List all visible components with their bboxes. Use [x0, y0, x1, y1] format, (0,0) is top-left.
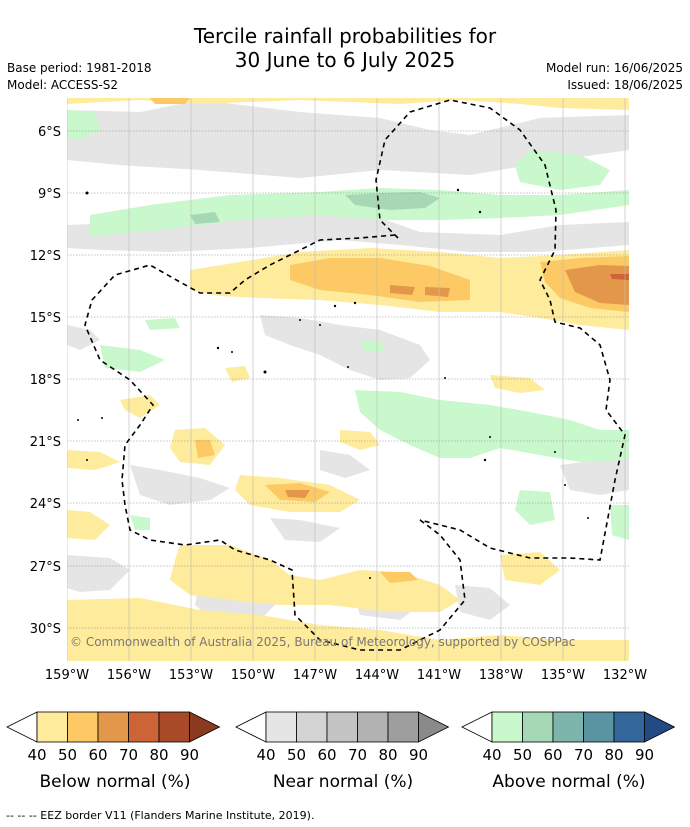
lat-label: 18°S: [30, 373, 61, 388]
legend-tick-label: 80: [378, 746, 397, 764]
legend-swatch: [326, 711, 358, 743]
legend-tick-label: 60: [543, 746, 562, 764]
lon-label: 144°W: [355, 668, 399, 683]
legend-bars: 40 50 60 70 80 90 40 50 60 70 80 90 40 50 60 70 80 90: [6, 711, 676, 764]
legend-tick-label: 80: [604, 746, 623, 764]
legend-tick-label: 70: [348, 746, 367, 764]
issued-date: Issued: 18/06/2025: [567, 78, 683, 92]
lat-label: 15°S: [30, 311, 61, 326]
lon-label: 141°W: [417, 668, 461, 683]
legend-upper-extend: [644, 711, 676, 743]
copyright-notice: © Commonwealth of Australia 2025, Bureau…: [70, 635, 575, 649]
lon-label: 135°W: [541, 668, 585, 683]
legend-upper-extend: [418, 711, 450, 743]
legend-swatch: [491, 711, 523, 743]
legend-lower-extend: [6, 711, 38, 743]
legend-tick-label: 90: [635, 746, 654, 764]
chart-title-line1: Tercile rainfall probabilities for: [193, 24, 497, 48]
legend-lower-extend: [235, 711, 267, 743]
legend-swatch: [36, 711, 68, 743]
chart-title-line2: 30 June to 6 July 2025: [234, 48, 456, 72]
legend-tick-label: 90: [180, 746, 199, 764]
legend-above: 40 50 60 70 80 90: [461, 711, 676, 764]
above-normal-40: [67, 110, 629, 540]
legend-tick-label: 40: [256, 746, 275, 764]
legend-tick-label: 50: [58, 746, 77, 764]
eez-borders: [84, 99, 626, 651]
legend-tick-label: 80: [149, 746, 168, 764]
legend-near-title: Near normal (%): [272, 772, 414, 792]
legend-tick-label: 40: [27, 746, 46, 764]
lat-label: 6°S: [38, 125, 61, 140]
legend-tick-label: 60: [88, 746, 107, 764]
lat-label: 30°S: [30, 622, 61, 637]
legend-upper-extend: [189, 711, 221, 743]
legend-tick-label: 70: [574, 746, 593, 764]
model-name: Model: ACCESS-S2: [7, 78, 119, 92]
lon-label: 156°W: [107, 668, 151, 683]
legend-swatch: [583, 711, 615, 743]
legend-swatch: [97, 711, 129, 743]
model-run: Model run: 16/06/2025: [545, 61, 683, 75]
lon-label: 138°W: [479, 668, 523, 683]
legend-swatch: [296, 711, 328, 743]
legend-swatch: [67, 711, 99, 743]
legend-lower-extend: [461, 711, 493, 743]
legend-swatch: [613, 711, 645, 743]
legend-tick-label: 40: [482, 746, 501, 764]
lat-label: 21°S: [30, 435, 61, 450]
legend-near: 40 50 60 70 80 90: [235, 711, 450, 764]
legend-tick-label: 70: [119, 746, 138, 764]
legend-tick-label: 90: [409, 746, 428, 764]
lon-label: 153°W: [169, 668, 213, 683]
lon-label: 150°W: [231, 668, 275, 683]
legend-below-title: Below normal (%): [39, 772, 191, 792]
lat-label: 24°S: [30, 497, 61, 512]
above-normal-50: [190, 192, 440, 224]
lon-label: 147°W: [293, 668, 337, 683]
grid-lines: [67, 130, 629, 629]
lat-label: 9°S: [38, 187, 61, 202]
lat-label: 12°S: [30, 249, 61, 264]
legend-swatch: [522, 711, 554, 743]
lon-labels: 159°W 156°W 153°W 150°W 147°W 144°W 141°…: [45, 668, 647, 683]
legend-swatch: [128, 711, 160, 743]
legend-tick-label: 50: [287, 746, 306, 764]
legend-swatch: [387, 711, 419, 743]
legend-tick-label: 60: [317, 746, 336, 764]
legend-swatch: [357, 711, 389, 743]
lon-label: 159°W: [45, 668, 89, 683]
eez-footnote: -- -- -- EEZ border V11 (Flanders Marine…: [6, 809, 315, 822]
legend-above-title: Above normal (%): [492, 772, 646, 792]
legend-tick-label: 50: [513, 746, 532, 764]
lat-labels: 6°S 9°S 12°S 15°S 18°S 21°S 24°S 27°S 30…: [30, 125, 61, 637]
legend-swatch: [552, 711, 584, 743]
below-normal-70: [610, 274, 629, 280]
legend-swatch: [158, 711, 190, 743]
islands: [77, 188, 589, 579]
lat-label: 27°S: [30, 560, 61, 575]
base-period: Base period: 1981-2018: [7, 61, 152, 75]
lon-label: 132°W: [603, 668, 647, 683]
legend-swatch: [265, 711, 297, 743]
map-field: © Commonwealth of Australia 2025, Bureau…: [67, 98, 629, 661]
probability-map: © Commonwealth of Australia 2025, Bureau…: [30, 98, 647, 683]
legend-below: 40 50 60 70 80 90: [6, 711, 221, 764]
